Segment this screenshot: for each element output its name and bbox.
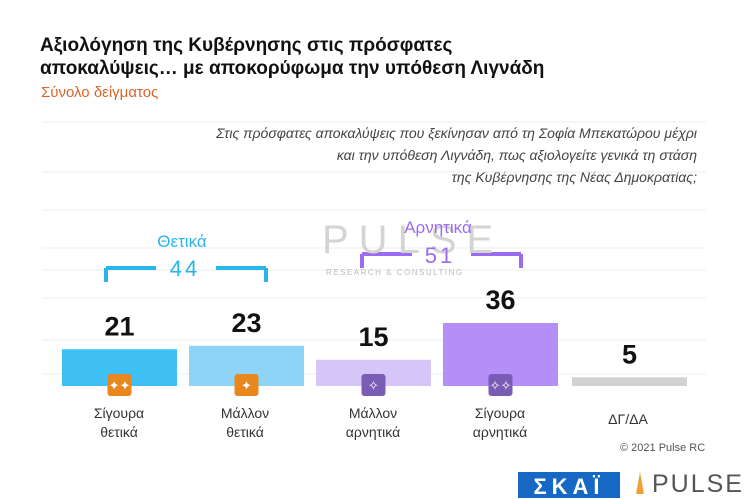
category-label-sure-negative: Σίγουρα αρνητικά [472, 405, 528, 440]
category-label-rather-negative: Μάλλον αρνητικά [345, 405, 401, 440]
svg-text:✦✦: ✦✦ [109, 379, 131, 394]
svg-text:✧✧: ✧✧ [490, 379, 512, 394]
copyright-note: © 2021 Pulse RC [620, 442, 706, 454]
thumbs-down-icon: ✧ [361, 374, 386, 396]
group-brackets [104, 252, 523, 282]
positive-group-total: 44 [169, 256, 201, 281]
svg-text:✦: ✦ [241, 379, 252, 394]
chart-subtitle: Σύνολο δείγματος [41, 84, 159, 101]
double-thumbs-down-icon: ✧✧ [488, 374, 513, 396]
chart-title: Αξιολόγηση της Κυβέρνησης στις πρόσφατες… [40, 35, 545, 79]
positive-group-label: Θετικά [157, 232, 207, 251]
category-label-sure-positive: Σίγουρα θετικά [93, 405, 145, 440]
svg-text:✧: ✧ [368, 379, 379, 394]
skai-logo: ΣΚΑΪ [518, 472, 620, 498]
value-label-0: 21 [104, 311, 134, 341]
survey-question: Στις πρόσφατες αποκαλύψεις που ξεκίνησαν… [216, 125, 697, 185]
value-label-1: 23 [231, 308, 261, 338]
watermark-subtitle: RESEARCH & CONSULTING [326, 268, 464, 277]
watermark-pulse: PULSE [322, 218, 504, 262]
double-thumbs-up-icon: ✦✦ [107, 374, 132, 396]
positive-bracket [104, 266, 268, 282]
negative-group-label: Αρνητικά [404, 218, 472, 237]
category-icons: ✦✦ ✦ ✧ ✧✧ [107, 374, 513, 396]
bar-4 [572, 377, 687, 386]
value-label-4: 5 [622, 339, 637, 369]
value-labels: 21 23 15 36 5 [104, 285, 637, 369]
value-label-2: 15 [358, 322, 388, 352]
pulse-logo: PULSE [652, 470, 744, 498]
value-label-3: 36 [485, 285, 515, 315]
negative-bracket [360, 252, 523, 268]
pulse-flame-icon [636, 472, 644, 494]
category-label-dk-na: ΔΓ/ΔΑ [608, 411, 648, 427]
category-label-rather-positive: Μάλλον θετικά [220, 405, 270, 440]
negative-group-total: 51 [424, 243, 456, 268]
thumbs-up-icon: ✦ [234, 374, 259, 396]
